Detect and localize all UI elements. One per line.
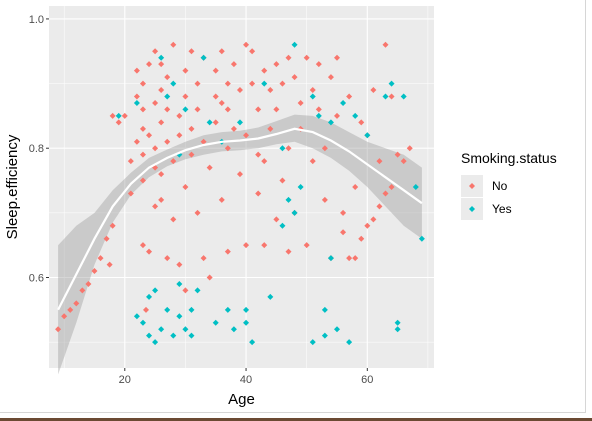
x-tick-label: 60 xyxy=(361,374,373,386)
legend-title: Smoking.status xyxy=(461,150,557,166)
legend-label-no: No xyxy=(492,179,508,193)
legend: Smoking.status No Yes xyxy=(461,150,557,220)
x-tick-label: 40 xyxy=(240,374,252,386)
legend-label-yes: Yes xyxy=(492,202,512,216)
y-tick-label: 0.8 xyxy=(29,143,44,155)
y-tick-label: 0.6 xyxy=(29,273,44,285)
y-tick-label: 1.0 xyxy=(29,14,44,26)
y-axis-title: Sleep.efficiency xyxy=(4,134,21,239)
legend-keys: No Yes xyxy=(461,175,512,220)
x-tick-label: 20 xyxy=(119,374,131,386)
x-axis-title: Age xyxy=(228,391,255,408)
